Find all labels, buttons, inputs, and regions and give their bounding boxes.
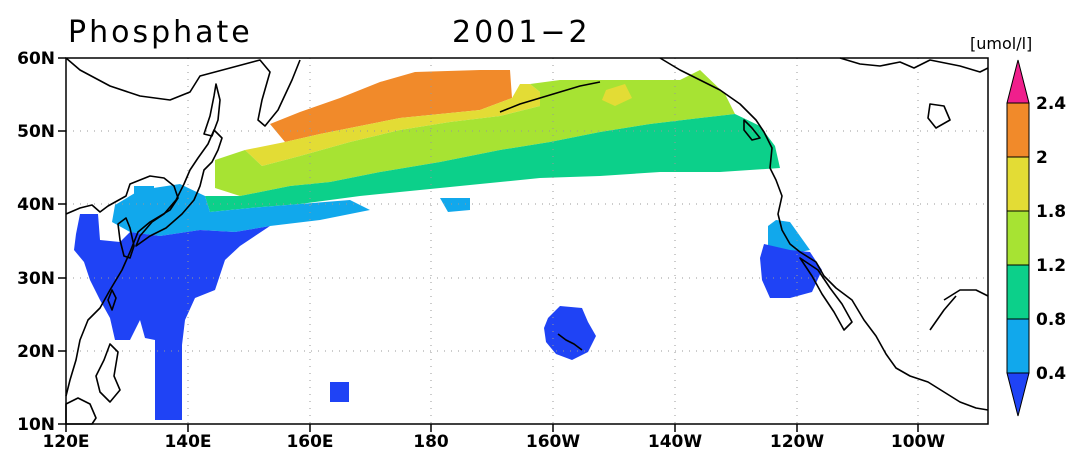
- field-region-0.4-0.8-east: [768, 220, 810, 254]
- colorbar-swatch-2-2.4: [1006, 102, 1030, 158]
- coastline-vancouver: [743, 119, 761, 141]
- colorbar: 0.4 0.8 1.2 1.8 2 2.4: [1006, 59, 1066, 417]
- field-region-below-0.4-hawaii: [544, 306, 596, 360]
- axis-ticks: [58, 57, 919, 432]
- lon-label-140e: 140E: [164, 432, 211, 452]
- lon-label-160w: 160W: [526, 432, 580, 452]
- phosphate-field: [74, 70, 822, 420]
- coastline-korea: [117, 217, 135, 259]
- coastline-hawaii: [557, 333, 583, 351]
- colorbar-swatch-1.8-2: [1006, 156, 1030, 212]
- coastline-hudson: [927, 103, 951, 129]
- lon-label-120e: 120E: [42, 432, 89, 452]
- lon-label-100w: 100W: [891, 432, 945, 452]
- coastline-gulf-mexico: [943, 289, 989, 301]
- coastline-baja: [799, 257, 853, 331]
- coastline-asia: [65, 57, 301, 127]
- coastline-alaska-north: [839, 57, 989, 73]
- field-region-below-0.4-east: [760, 244, 822, 298]
- colorbar-label-2: 2: [1036, 148, 1048, 168]
- latitude-labels: 10N 20N 30N 40N 50N 60N: [17, 49, 55, 435]
- field-region-1.2-1.8: [215, 70, 735, 196]
- coastline-taiwan: [107, 289, 117, 311]
- field-region-2-2.4-east: [602, 84, 632, 106]
- colorbar-label-0.8: 0.8: [1036, 310, 1066, 330]
- field-region-0.4-0.8-patch: [134, 186, 154, 196]
- field-region-0.8-1.2: [205, 114, 780, 212]
- colorbar-top-arrow: [1006, 59, 1030, 104]
- field-region-0.4-0.8-west: [112, 184, 370, 236]
- colorbar-label-2.4: 2.4: [1036, 94, 1066, 114]
- land-coastlines: [65, 57, 989, 425]
- map-gridlines: [66, 58, 988, 424]
- field-region-below-0.4-patch: [330, 382, 349, 402]
- coastline-borneo: [65, 397, 97, 425]
- lat-label-10n: 10N: [17, 415, 55, 435]
- coastline-alaska: [659, 57, 989, 411]
- coastline-philippines: [95, 343, 121, 403]
- colorbar-label-1.2: 1.2: [1036, 256, 1066, 276]
- coastline-aleutians: [499, 81, 601, 113]
- colorbar-label-1.8: 1.8: [1036, 202, 1066, 222]
- lon-label-140w: 140W: [648, 432, 702, 452]
- lat-label-50n: 50N: [17, 122, 55, 142]
- coastline-japan: [135, 129, 223, 247]
- colorbar-units: [umol/l]: [970, 34, 1032, 53]
- longitude-labels: 120E 140E 160E 180 160W 140W 120W 100W: [42, 432, 945, 452]
- coastline-sakhalin: [203, 83, 221, 137]
- map-title-period: 2001−2: [452, 15, 591, 50]
- coastline-china: [65, 175, 179, 397]
- field-region-below-0.4-west: [74, 214, 270, 420]
- field-region-0.4-0.8-mid: [440, 198, 470, 212]
- map-frame: [65, 57, 989, 425]
- field-region-2-2.4: [270, 70, 512, 142]
- lon-label-180: 180: [413, 432, 449, 452]
- lon-label-160e: 160E: [286, 432, 333, 452]
- colorbar-label-0.4: 0.4: [1036, 364, 1066, 384]
- lat-label-60n: 60N: [17, 49, 55, 69]
- map-title-variable: Phosphate: [68, 15, 253, 50]
- colorbar-swatch-0.4-0.8: [1006, 318, 1030, 374]
- colorbar-swatch-1.2-1.8: [1006, 210, 1030, 266]
- coastline-gulf-mexico-2: [929, 295, 957, 331]
- lat-label-20n: 20N: [17, 342, 55, 362]
- lat-label-40n: 40N: [17, 195, 55, 215]
- field-region-1.8-2: [245, 84, 540, 166]
- colorbar-bottom-arrow: [1006, 372, 1030, 417]
- lat-label-30n: 30N: [17, 269, 55, 289]
- colorbar-swatch-0.8-1.2: [1006, 264, 1030, 320]
- lon-label-120w: 120W: [770, 432, 824, 452]
